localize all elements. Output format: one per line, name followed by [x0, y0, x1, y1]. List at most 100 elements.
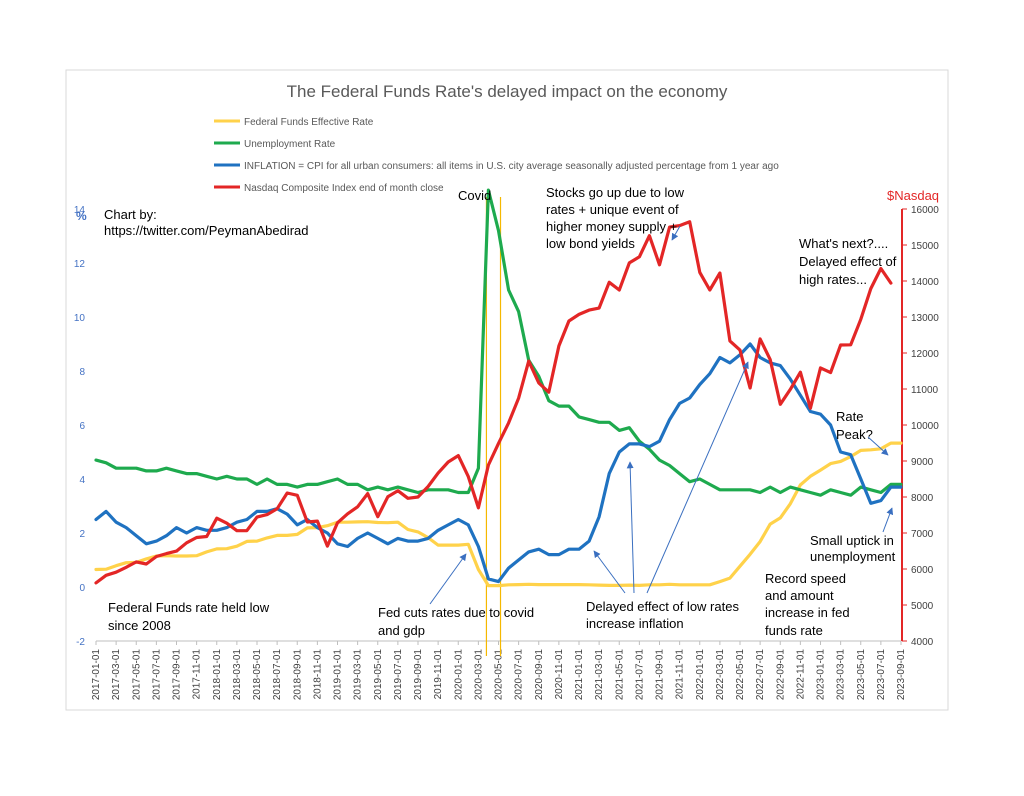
covid-label: Covid	[458, 188, 491, 203]
chart-frame	[65, 69, 949, 711]
series-lines	[94, 188, 903, 588]
annotation-rate-peak-line2: Peak?	[836, 427, 873, 442]
series-line-unemployment-rate	[94, 188, 903, 497]
annotation-fed-low-line2: since 2008	[108, 618, 171, 633]
x-tick-label: 2020-09-01	[534, 649, 545, 701]
annotation-fed-cuts-line2: and gdp	[378, 623, 425, 638]
legend: Federal Funds Effective Rate Unemploymen…	[214, 117, 779, 194]
annotation-credit-line1: Chart by:	[104, 207, 157, 222]
x-tick-label: 2021-03-01	[594, 649, 605, 701]
x-tick-label: 2023-09-01	[896, 649, 907, 701]
y-left-tick-label: 0	[79, 583, 85, 594]
series-line-fed-funds-rate	[94, 441, 903, 588]
x-tick-label: 2021-11-01	[675, 649, 686, 700]
legend-label-inflation: INFLATION = CPI for all urban consumers:…	[244, 161, 779, 172]
x-tick-label: 2021-09-01	[655, 649, 666, 701]
legend-label-unemployment: Unemployment Rate	[244, 139, 336, 150]
x-tick-label: 2017-09-01	[172, 649, 183, 701]
annotation-fed-low-line1: Federal Funds rate held low	[108, 600, 270, 615]
annotation-stocks-line4: low bond yields	[546, 236, 635, 251]
y-left-tick-label: -2	[76, 637, 85, 648]
annotation-whats-next-line3: high rates...	[799, 272, 867, 287]
y-right-axis: 4000 5000 6000 7000 8000 9000 10000 11000 12000 1…	[901, 205, 939, 648]
x-tick-label: 2018-05-01	[252, 649, 263, 701]
annotation-record-line1: Record speed	[765, 571, 846, 586]
y-right-tick-label: 12000	[911, 349, 939, 360]
x-tick-label: 2017-11-01	[192, 649, 203, 700]
arrow-delayed-3	[646, 361, 749, 594]
x-tick-label: 2020-01-01	[453, 649, 464, 701]
arrow-rate-peak	[867, 436, 889, 456]
annotation-fed-cuts-line1: Fed cuts rates due to covid	[378, 605, 534, 620]
x-tick-label: 2022-05-01	[735, 649, 746, 701]
x-tick-label: 2019-01-01	[333, 649, 344, 701]
x-tick-label: 2021-07-01	[634, 649, 645, 701]
x-tick-label: 2023-07-01	[876, 649, 887, 701]
annotation-whats-next-line1: What's next?....	[799, 236, 888, 251]
x-tick-label: 2020-07-01	[514, 649, 525, 701]
y-right-tick-label: 5000	[911, 601, 934, 612]
annotation-whats-next-line2: Delayed effect of	[799, 254, 897, 269]
x-tick-label: 2018-01-01	[212, 649, 223, 701]
x-axis: 2017-01-01 2017-03-01 2017-05-01 2017-07-01…	[91, 640, 907, 701]
annotation-stocks-line1: Stocks go up due to low	[546, 185, 685, 200]
annotation-arrows	[429, 225, 894, 605]
y-right-tick-label: 6000	[911, 565, 934, 576]
arrow-stocks	[671, 225, 681, 241]
x-tick-label: 2019-05-01	[373, 649, 384, 701]
y-right-tick-label: 4000	[911, 637, 934, 648]
y-right-tick-label: 7000	[911, 529, 934, 540]
annotations: Chart by: https://twitter.com/PeymanAbed…	[104, 185, 897, 638]
annotation-delayed-line1: Delayed effect of low rates	[586, 599, 739, 614]
x-tick-label: 2017-05-01	[131, 649, 142, 701]
x-tick-label: 2021-05-01	[614, 649, 625, 701]
annotation-delayed-line2: increase inflation	[586, 616, 684, 631]
x-tick-label: 2022-09-01	[775, 649, 786, 701]
y-right-tick-label: 9000	[911, 457, 934, 468]
y-right-tick-label: 8000	[911, 493, 934, 504]
y-left-tick-label: 8	[79, 367, 85, 378]
arrow-fed-cuts	[429, 553, 467, 605]
x-tick-label: 2022-03-01	[715, 649, 726, 701]
annotation-uptick-line2: unemployment	[810, 549, 896, 564]
x-tick-label: 2022-11-01	[795, 649, 806, 700]
y-left-tick-labels: -2 0 2 4 6 8 10 12 14	[74, 205, 86, 648]
x-tick-label: 2017-03-01	[111, 649, 122, 701]
x-tick-label: 2020-03-01	[473, 649, 484, 701]
x-tick-label: 2018-07-01	[272, 649, 283, 701]
x-tick-label: 2017-07-01	[151, 649, 162, 701]
series-line-nasdaq-close	[94, 220, 893, 585]
annotation-record-line4: funds rate	[765, 623, 823, 638]
y-left-tick-label: 2	[79, 529, 85, 540]
legend-label-nasdaq: Nasdaq Composite Index end of month clos…	[244, 183, 444, 194]
y-right-tick-label: 16000	[911, 205, 939, 216]
y-left-tick-label: 14	[74, 205, 86, 216]
annotation-stocks-line3: higher money supply +	[546, 219, 677, 234]
x-tick-label: 2023-03-01	[836, 649, 847, 701]
y-right-tick-label: 11000	[911, 385, 939, 396]
y-left-axis-title: %	[76, 209, 87, 223]
x-tick-label: 2019-03-01	[353, 649, 364, 701]
chart-title: The Federal Funds Rate's delayed impact …	[287, 82, 728, 101]
x-tick-label: 2019-07-01	[393, 649, 404, 701]
x-tick-label: 2021-01-01	[574, 649, 585, 701]
x-tick-label: 2018-09-01	[292, 649, 303, 701]
y-right-tick-label: 14000	[911, 277, 939, 288]
y-left-tick-label: 6	[79, 421, 85, 432]
y-left-tick-label: 4	[79, 475, 85, 486]
annotation-stocks-line2: rates + unique event of	[546, 202, 679, 217]
y-right-tick-label: 10000	[911, 421, 939, 432]
y-left-tick-label: 10	[74, 313, 86, 324]
x-tick-label: 2023-05-01	[856, 649, 867, 701]
y-left-tick-label: 12	[74, 259, 86, 270]
x-tick-label: 2019-11-01	[433, 649, 444, 700]
x-tick-label: 2023-01-01	[816, 649, 827, 701]
arrow-delayed-2	[626, 461, 635, 594]
annotation-rate-peak-line1: Rate	[836, 409, 863, 424]
arrow-uptick	[882, 507, 894, 533]
x-tick-label: 2020-05-01	[494, 649, 505, 701]
x-tick-label: 2018-03-01	[232, 649, 243, 701]
x-tick-label: 2019-09-01	[413, 649, 424, 701]
